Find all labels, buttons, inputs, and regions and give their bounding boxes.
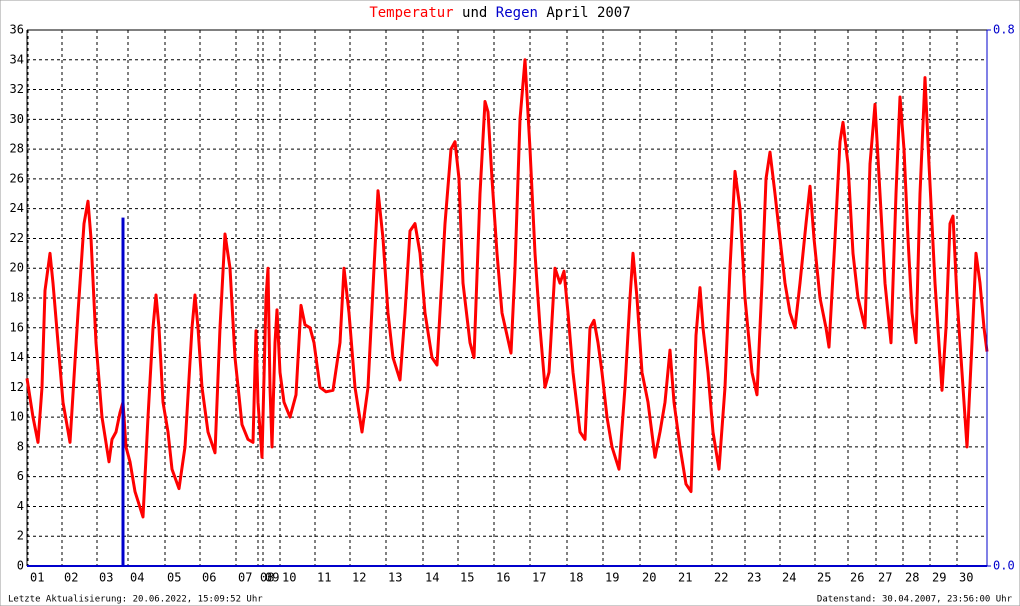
x-tick-label: 05 (167, 571, 181, 585)
y-tick-label: 20 (10, 261, 24, 275)
x-tick-label: 11 (317, 571, 331, 585)
y-tick-label: 10 (10, 410, 24, 424)
x-tick-label: 26 (850, 571, 864, 585)
x-tick-label: 18 (569, 571, 583, 585)
x-tick-label: 27 (878, 571, 892, 585)
x-tick-label: 14 (425, 571, 439, 585)
x-tick-label: 22 (714, 571, 728, 585)
y-tick-label: 14 (10, 350, 24, 364)
x-tick-label: 02 (64, 571, 78, 585)
x-tick-label: 29 (932, 571, 946, 585)
x-tick-label: 23 (747, 571, 761, 585)
x-tick-label: 10 (282, 571, 296, 585)
y-tick-label: 34 (10, 52, 24, 66)
y-tick-label: 0 (17, 559, 24, 573)
y-tick-label: 4 (17, 499, 24, 513)
rain-bar (121, 217, 125, 566)
y-tick-label: 28 (10, 142, 24, 156)
x-tick-label: 28 (905, 571, 919, 585)
x-tick-label: 15 (460, 571, 474, 585)
temperature-line (25, 58, 989, 519)
title-rain: Regen (496, 5, 538, 21)
x-tick-label: 12 (352, 571, 366, 585)
title-suffix: April 2007 (546, 5, 630, 21)
footer-right: Datenstand: 30.04.2007, 23:56:00 Uhr (817, 595, 1013, 605)
y-tick-label: 18 (10, 291, 24, 305)
footer-left: Letzte Aktualisierung: 20.06.2022, 15:09… (8, 595, 263, 605)
y-tick-label: 16 (10, 320, 24, 334)
chart-title: Temperatur und Regen April 2007 (369, 5, 630, 21)
x-tick-label: 06 (202, 571, 216, 585)
x-tick-label: 24 (782, 571, 796, 585)
x-tick-label: 16 (496, 571, 510, 585)
x-tick-label: 07 (238, 571, 252, 585)
x-tick-label: 17 (532, 571, 546, 585)
x-tick-label: 03 (99, 571, 113, 585)
x-tick-label: 13 (388, 571, 402, 585)
x-tick-label: 25 (817, 571, 831, 585)
y-tick-label: 2 (17, 529, 24, 543)
title-temperature: Temperatur (369, 5, 453, 21)
x-tick-label: 04 (130, 571, 144, 585)
y-tick-label: 26 (10, 171, 24, 185)
y2-tick-label: 0.8 (993, 23, 1015, 37)
y-tick-label: 12 (10, 380, 24, 394)
y-tick-label: 6 (17, 469, 24, 483)
y-tick-label: 30 (10, 112, 24, 126)
y2-tick-label: 0.0 (993, 559, 1015, 573)
x-tick-label: 09 (265, 571, 279, 585)
y-tick-label: 32 (10, 82, 24, 96)
x-tick-label: 08 (260, 571, 274, 585)
y-tick-label: 24 (10, 201, 24, 215)
title-join: und (462, 5, 487, 21)
x-tick-label: 01 (30, 571, 44, 585)
x-tick-label: 20 (642, 571, 656, 585)
x-tick-label: 19 (605, 571, 619, 585)
y-tick-label: 22 (10, 231, 24, 245)
y-tick-label: 36 (10, 23, 24, 37)
x-tick-label: 21 (678, 571, 692, 585)
x-tick-label: 30 (959, 571, 973, 585)
y-tick-label: 8 (17, 439, 24, 453)
